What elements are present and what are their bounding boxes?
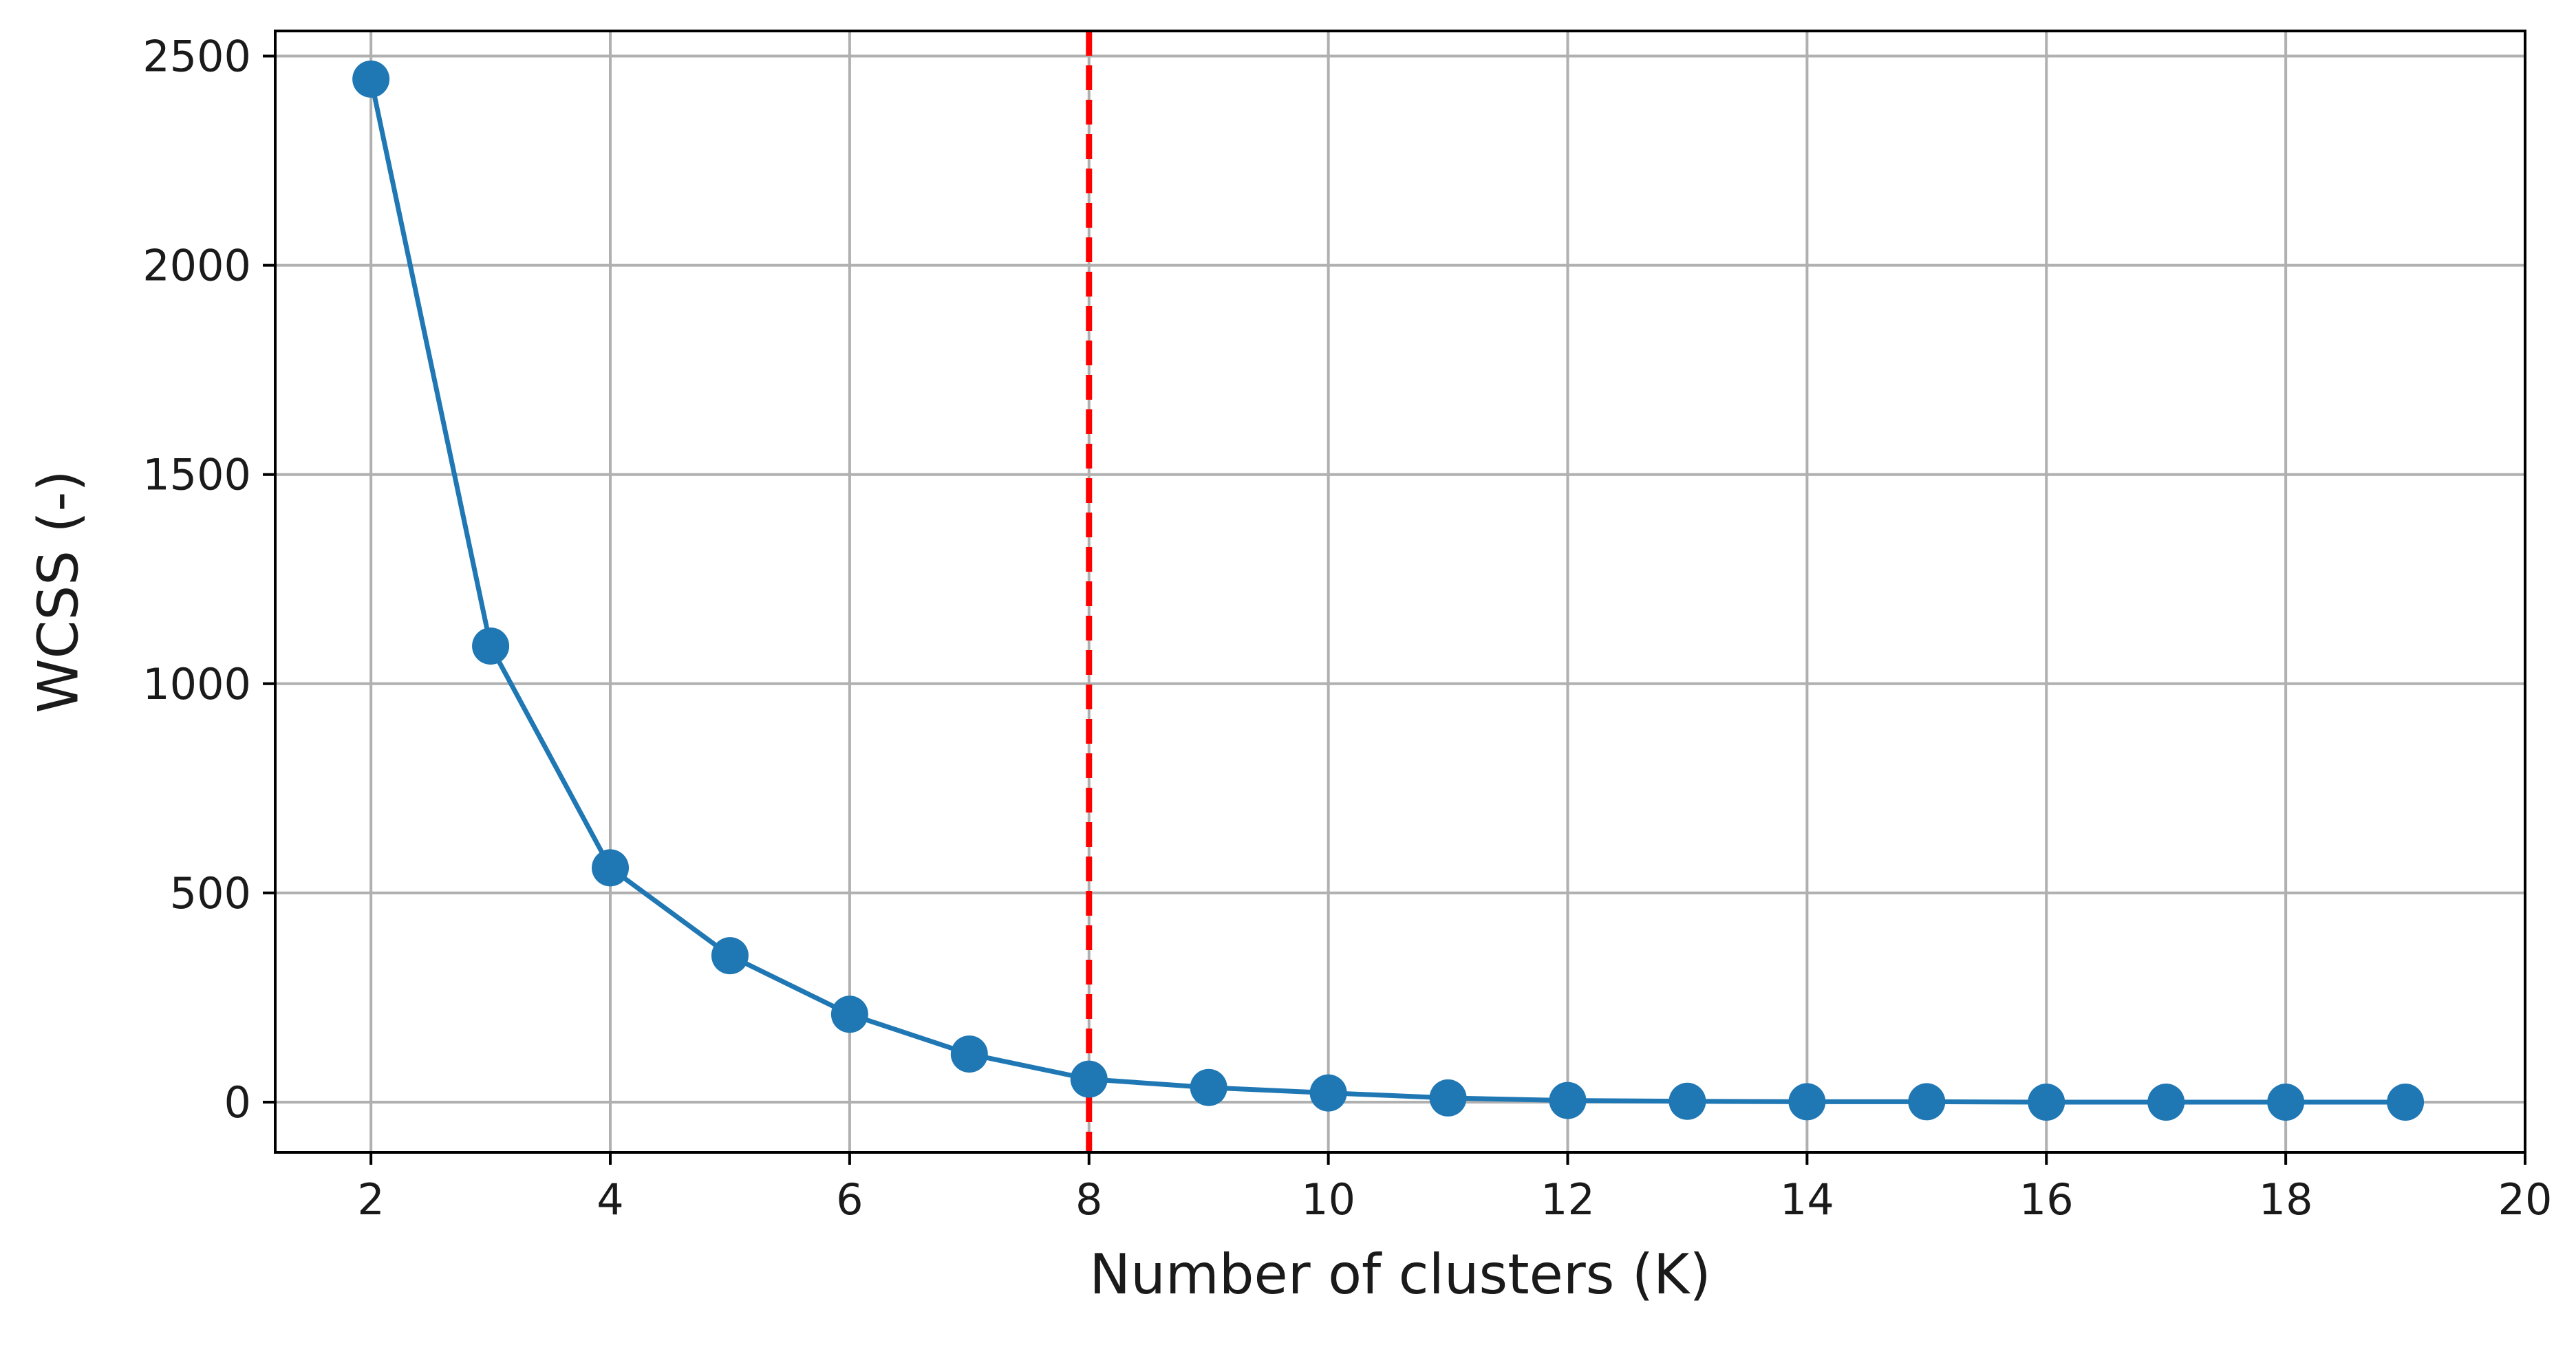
data-point-k9: [1190, 1068, 1227, 1106]
grid-lines: [275, 31, 2526, 1152]
data-points: [352, 60, 2425, 1121]
x-tick-label: 2: [357, 1174, 384, 1225]
data-point-k10: [1309, 1074, 1347, 1112]
data-point-k11: [1429, 1079, 1467, 1117]
data-point-k18: [2267, 1084, 2305, 1121]
y-tick-label: 2500: [142, 31, 251, 81]
x-tick-label: 10: [1301, 1174, 1355, 1225]
x-tick-label: 12: [1541, 1174, 1595, 1225]
x-tick-label: 6: [836, 1174, 863, 1225]
data-point-k13: [1668, 1082, 1706, 1120]
data-point-k6: [830, 996, 868, 1033]
data-point-k17: [2147, 1084, 2185, 1121]
x-tick-label: 18: [2259, 1174, 2313, 1225]
data-point-k15: [1908, 1083, 1946, 1121]
data-point-k3: [472, 627, 510, 665]
y-axis-label: WCSS (-): [27, 470, 91, 713]
x-axis-ticks: 2 4 6 8 10 12 14 16 18 20: [357, 1152, 2552, 1225]
data-point-k5: [711, 937, 749, 975]
data-point-k19: [2387, 1084, 2425, 1121]
data-point-k2: [352, 60, 390, 98]
data-point-k14: [1788, 1083, 1826, 1121]
x-tick-label: 8: [1075, 1174, 1102, 1225]
data-point-k4: [592, 849, 630, 887]
x-axis-label: Number of clusters (K): [1089, 1242, 1710, 1306]
x-tick-label: 4: [597, 1174, 623, 1225]
y-tick-label: 2000: [142, 241, 251, 291]
y-tick-label: 1000: [142, 659, 251, 709]
data-point-k12: [1549, 1082, 1587, 1119]
wcss-series-line: [368, 78, 2406, 1105]
plot-frame: [274, 30, 2526, 1154]
y-tick-label: 1500: [142, 450, 251, 500]
data-point-k8: [1070, 1060, 1108, 1098]
y-tick-label: 500: [170, 868, 251, 918]
data-point-k7: [950, 1035, 988, 1073]
x-tick-label: 16: [2019, 1174, 2074, 1225]
x-tick-label: 14: [1780, 1174, 1834, 1225]
x-tick-label: 20: [2498, 1174, 2553, 1225]
y-axis-ticks: 0 500 1000 1500 2000 2500: [142, 31, 275, 1128]
y-tick-label: 0: [224, 1077, 251, 1128]
data-point-k16: [2028, 1084, 2065, 1121]
